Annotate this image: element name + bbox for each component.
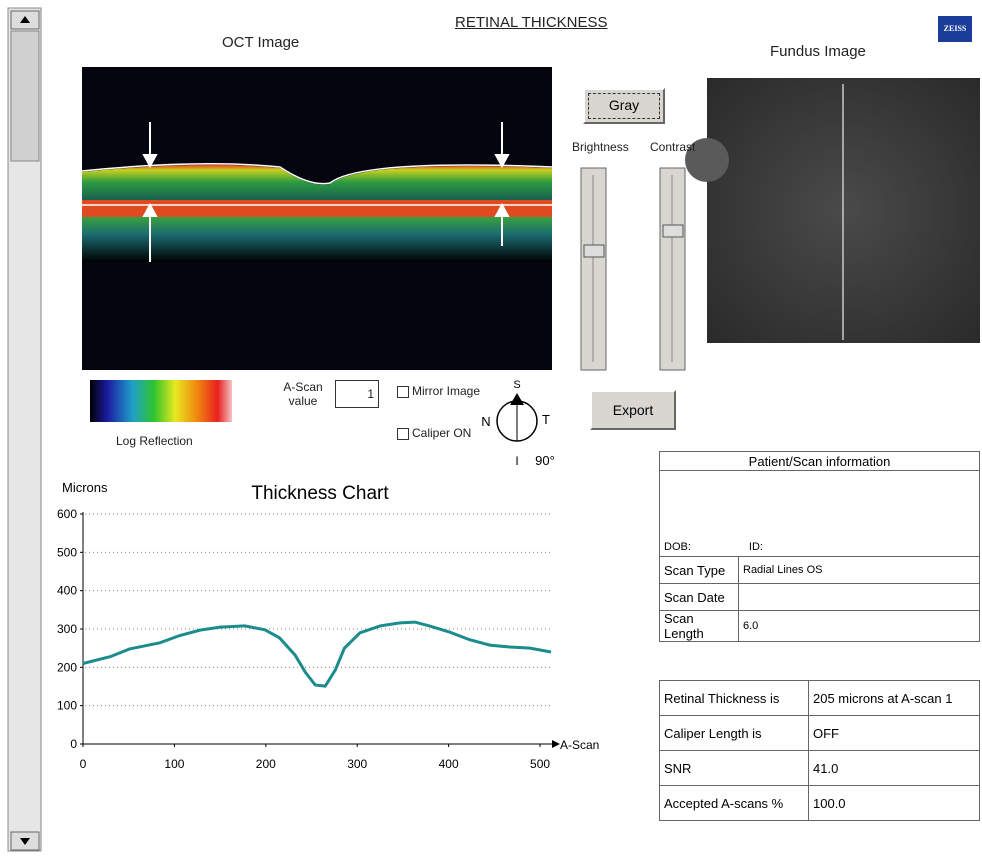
row-label: Scan Date	[660, 584, 739, 611]
x-tick-label: 300	[347, 757, 367, 771]
axis-arrow	[552, 740, 560, 748]
result-label: Accepted A-scans %	[660, 786, 809, 821]
legend-label: Log Reflection	[116, 434, 193, 448]
fundus-title: Fundus Image	[770, 43, 866, 60]
x-tick-label: 400	[439, 757, 459, 771]
row-label: Scan Length	[660, 611, 739, 642]
result-value: 41.0	[809, 751, 980, 786]
row-value: 6.0	[739, 611, 980, 642]
id-label: ID:	[749, 541, 763, 553]
checkbox[interactable]	[397, 428, 409, 440]
compass-angle: 90°	[535, 453, 555, 468]
oct-layer	[82, 217, 552, 262]
result-label: Retinal Thickness is	[660, 681, 809, 716]
y-tick-label: 300	[57, 622, 77, 636]
contrast-label: Contrast	[650, 140, 695, 154]
compass-label: S	[513, 379, 520, 391]
row-value	[739, 584, 980, 611]
oct-title: OCT Image	[222, 34, 299, 51]
y-axis-label: Microns	[62, 480, 108, 495]
brightness-label: Brightness	[572, 140, 629, 154]
dob-label: DOB:	[664, 541, 691, 553]
x-tick-label: 200	[256, 757, 276, 771]
table-title: Patient/Scan information	[660, 452, 980, 471]
thickness-chart: Thickness Chart Microns A-Scan 0 100 200 30…	[57, 480, 599, 771]
x-tick-label: 500	[530, 757, 550, 771]
y-tick-label: 100	[57, 699, 77, 713]
checkbox[interactable]	[397, 386, 409, 398]
x-tick-label: 100	[164, 757, 184, 771]
color-bar	[90, 380, 232, 422]
x-tick-label: 0	[80, 757, 87, 771]
mirror-label: Mirror Image	[412, 384, 480, 398]
y-tick-label: 200	[57, 660, 77, 674]
scroll-thumb[interactable]	[11, 31, 39, 161]
logo: ZEISS	[938, 16, 972, 42]
result-label: Caliper Length is	[660, 716, 809, 751]
slider-thumb[interactable]	[584, 245, 604, 257]
row-value: Radial Lines OS	[739, 557, 980, 584]
screen: S N T I 90° Thickness Chart Microns A-Sc…	[0, 0, 982, 856]
x-axis-label: A-Scan	[560, 738, 599, 752]
result-value: 205 microns at A-scan 1	[809, 681, 980, 716]
a-scan-label: A-Scan value	[280, 380, 326, 408]
y-tick-label: 500	[57, 545, 77, 559]
a-scan-input[interactable]: 1	[335, 380, 379, 408]
result-value: OFF	[809, 716, 980, 751]
page-title: RETINAL THICKNESS	[455, 14, 608, 31]
caliper-label: Caliper ON	[412, 426, 471, 440]
slider-thumb[interactable]	[663, 225, 683, 237]
export-button[interactable]: Export	[590, 390, 676, 430]
y-tick-label: 600	[57, 507, 77, 521]
compass-label: N	[481, 414, 490, 429]
patient-table: Patient/Scan information DOB: ID: Scan Ty…	[659, 451, 980, 642]
data-line	[83, 622, 551, 686]
chart-title: Thickness Chart	[251, 483, 389, 504]
compass-arrow	[510, 393, 524, 405]
result-value: 100.0	[809, 786, 980, 821]
result-row: Accepted A-scans %100.0	[660, 786, 980, 821]
compass-label: T	[542, 412, 550, 427]
y-tick-label: 0	[70, 737, 77, 751]
compass-label: I	[515, 454, 518, 468]
id-row: DOB: ID:	[660, 471, 980, 557]
row-label: Scan Type	[660, 557, 739, 584]
gray-button[interactable]: Gray	[583, 88, 665, 124]
result-label: SNR	[660, 751, 809, 786]
y-tick-label: 400	[57, 584, 77, 598]
